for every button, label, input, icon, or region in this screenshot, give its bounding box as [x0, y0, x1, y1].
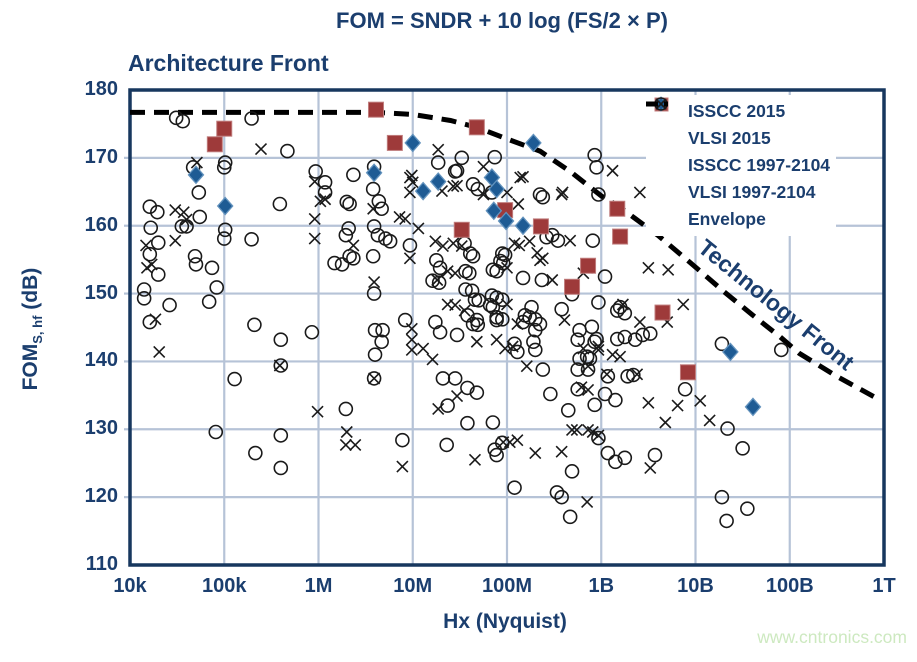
y-tick-label: 170 [84, 145, 118, 168]
series-isscc-2015 [206, 101, 696, 381]
envelope-line [130, 109, 878, 401]
legend-item-envelope: Envelope [646, 101, 830, 233]
x-tick-label: 10B [677, 575, 714, 597]
y-tick-label: 140 [84, 349, 118, 372]
legend-item-label: ISSCC 1997-2104 [688, 155, 831, 175]
series-isscc-1997-2104 [136, 110, 789, 529]
watermark: www.cntronics.com [757, 627, 907, 647]
plot-frame [128, 88, 886, 567]
legend-item-vlsi-1997-2104: VLSI 1997-2104 [648, 98, 830, 206]
legend: ISSCC 2015 VLSI 2015 ISSCC 1997-2104 VLSI 1… [646, 95, 837, 236]
legend-item-isscc-1997-2104: ISSCC 1997-2104 [648, 97, 831, 179]
y-tick-label: 110 [85, 553, 118, 575]
legend-item-label: Envelope [688, 209, 766, 229]
y-axis-label-unit: (dB) [18, 267, 42, 310]
x-tick-label: 10M [393, 575, 433, 597]
y-tick-label: 130 [84, 417, 118, 440]
legend-item-label: VLSI 1997-2104 [688, 182, 816, 202]
y-tick-label: 180 [84, 78, 118, 100]
x-tick-label: 100k [202, 575, 247, 597]
y-axis-label-sub: S, hf [30, 315, 46, 344]
x-tick-label: 100B [765, 575, 814, 597]
legend-item-label: ISSCC 2015 [688, 101, 786, 121]
legend-item-label: VLSI 2015 [688, 128, 771, 148]
x-tick-label: 1M [304, 575, 333, 597]
x-tick-label: 10k [113, 575, 147, 597]
x-tick-label: 1T [872, 575, 896, 597]
y-tick-label: 120 [84, 485, 118, 508]
series-vlsi-1997-2104 [139, 103, 716, 508]
y-axis-label: FOMS, hf (dB) [19, 229, 45, 429]
x-axis-label: Hx (Nyquist) [443, 610, 567, 633]
y-tick-label: 160 [84, 213, 118, 236]
annotation-architecture-front: Architecture Front [128, 50, 329, 76]
legend-item-vlsi-2015: VLSI 2015 [648, 96, 830, 152]
y-axis-label-main: FOM [18, 343, 42, 391]
series-vlsi-2015 [187, 133, 762, 417]
x-tick-label: 100M [481, 575, 533, 597]
x-tick-label: 1B [588, 575, 615, 597]
y-tick-label: 150 [84, 281, 118, 304]
chart-title: FOM = SNDR + 10 log (FS/2 × P) [336, 8, 668, 33]
